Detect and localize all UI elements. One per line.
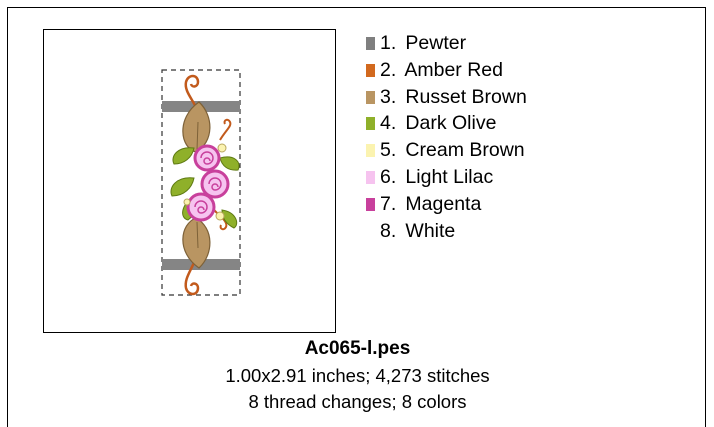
- hoop-boundary: [161, 69, 241, 296]
- color-name: White: [405, 219, 456, 242]
- color-number: 8.: [380, 219, 397, 242]
- color-swatch: [366, 90, 375, 104]
- color-number: 4.: [380, 112, 397, 135]
- color-swatch: [366, 144, 375, 158]
- design-size-stitches: 1.00x2.91 inches; 4,273 stitches: [225, 365, 490, 386]
- color-name: Cream Brown: [405, 139, 525, 162]
- rose-swirl-1: [200, 151, 214, 165]
- color-name: Light Lilac: [405, 165, 494, 188]
- rose-swirl-2: [208, 177, 222, 191]
- rose-swirl-3: [194, 200, 208, 214]
- color-swatch: [366, 170, 375, 184]
- cream-bud-3: [183, 198, 191, 206]
- design-filename: Ac065-l.pes: [304, 338, 411, 359]
- olive-leaf-3: [170, 177, 195, 197]
- color-number: 1.: [380, 32, 397, 54]
- embroidery-motif: [161, 69, 241, 296]
- thread-color-item[interactable]: 7. Magenta: [366, 191, 527, 218]
- amber-curl-bottom: [184, 254, 200, 296]
- thread-color-item[interactable]: 4. Dark Olive: [366, 110, 527, 137]
- leaf-vein-top: [196, 121, 199, 151]
- color-number: 3.: [380, 85, 397, 108]
- cream-bud-2: [215, 211, 225, 221]
- design-preview[interactable]: [43, 29, 336, 333]
- cream-bud-1: [217, 143, 227, 153]
- color-name: Pewter: [405, 32, 467, 54]
- thread-color-item[interactable]: 2. Amber Red: [366, 57, 527, 84]
- olive-leaf-1: [172, 147, 195, 165]
- color-number: 6.: [380, 165, 397, 188]
- color-name: Amber Red: [404, 58, 503, 81]
- leaf-vein-bottom: [196, 221, 199, 249]
- color-name: Russet Brown: [405, 85, 527, 108]
- thread-color-list: 1. Pewter 2. Amber Red 3. Russet Brown 4…: [366, 30, 527, 244]
- thread-color-item[interactable]: 1. Pewter: [366, 30, 527, 57]
- amber-curl-top: [184, 74, 201, 115]
- color-number: 7.: [380, 192, 397, 215]
- design-card: 1. Pewter 2. Amber Red 3. Russet Brown 4…: [7, 7, 706, 427]
- color-swatch: [366, 224, 375, 238]
- color-swatch: [366, 117, 375, 131]
- amber-curl-right: [219, 118, 232, 141]
- color-swatch: [366, 63, 375, 77]
- color-name: Dark Olive: [405, 112, 497, 135]
- color-number: 5.: [380, 139, 397, 162]
- thread-color-item[interactable]: 8. White: [366, 218, 527, 245]
- color-number: 2.: [380, 58, 397, 81]
- olive-leaf-2: [219, 156, 240, 171]
- olive-leaf-5: [221, 209, 238, 229]
- color-swatch: [366, 37, 375, 50]
- thread-color-item[interactable]: 3. Russet Brown: [366, 84, 527, 111]
- color-name: Magenta: [405, 192, 482, 215]
- color-swatch: [366, 197, 375, 211]
- design-changes-colors: 8 thread changes; 8 colors: [248, 391, 467, 412]
- thread-color-item[interactable]: 6. Light Lilac: [366, 164, 527, 191]
- thread-color-item[interactable]: 5. Cream Brown: [366, 137, 527, 164]
